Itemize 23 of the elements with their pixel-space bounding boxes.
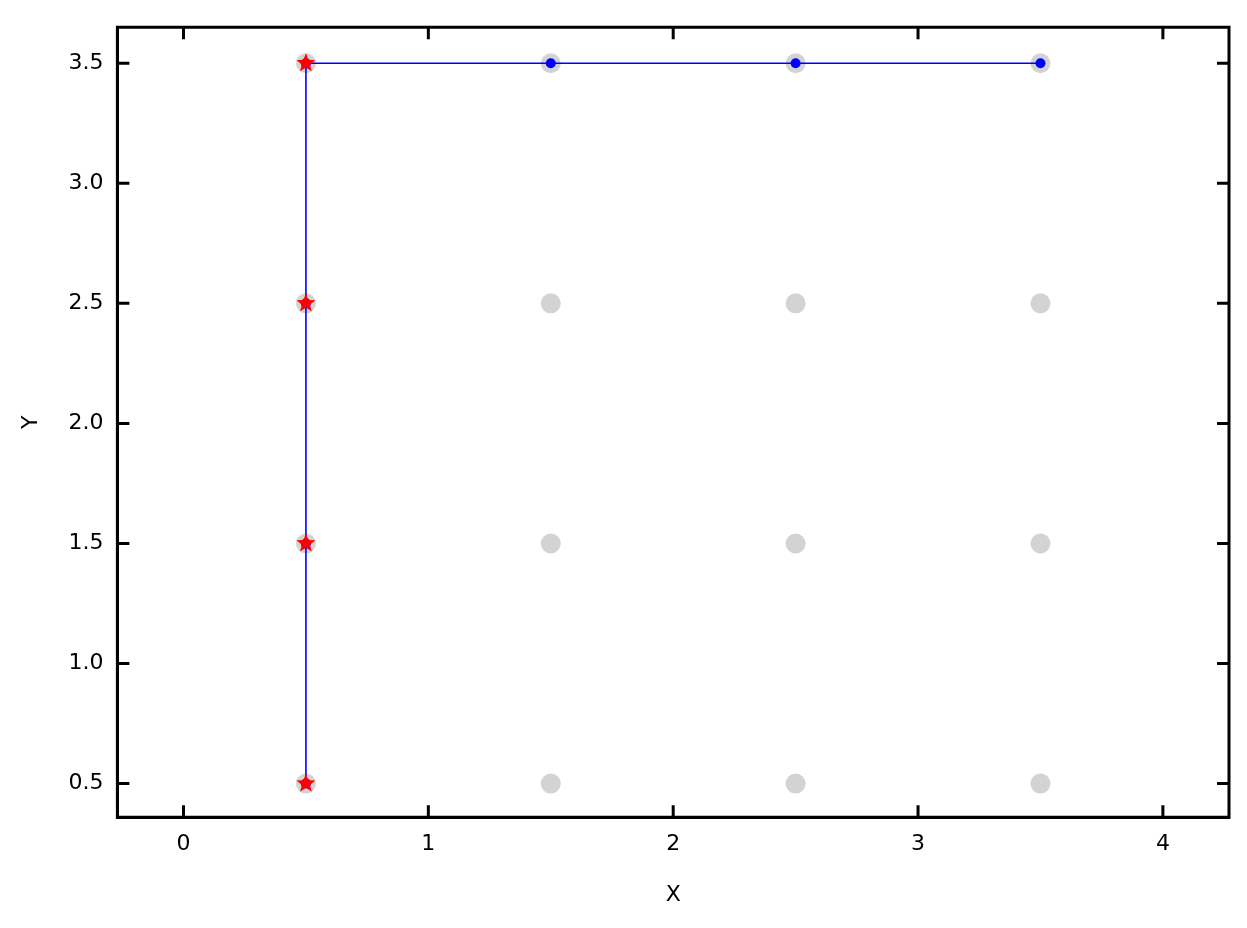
- y-tick-label: 2.5: [68, 289, 104, 315]
- y-tick-label: 0.5: [68, 769, 104, 795]
- point: [785, 293, 806, 314]
- x-tick-label: 2: [666, 830, 681, 856]
- x-axis-title: X: [665, 880, 681, 906]
- y-axis-title: Y: [16, 414, 42, 430]
- point: [1030, 293, 1051, 314]
- x-tick-label: 4: [1155, 830, 1170, 856]
- point: [540, 533, 561, 554]
- y-tick-label: 2.0: [68, 409, 104, 435]
- point: [1030, 773, 1051, 794]
- point: [785, 533, 806, 554]
- y-tick-label: 3.0: [68, 169, 104, 194]
- point: [785, 773, 806, 794]
- y-tick-label: 1.0: [68, 649, 104, 675]
- y-tick-label: 3.5: [68, 48, 104, 74]
- y-tick-label: 1.5: [68, 529, 104, 555]
- point: [540, 293, 561, 314]
- x-tick-label: 1: [421, 830, 436, 856]
- point: [540, 773, 561, 794]
- point: [1030, 533, 1051, 554]
- x-tick-label: 3: [911, 830, 926, 856]
- x-tick-label: 0: [176, 830, 191, 856]
